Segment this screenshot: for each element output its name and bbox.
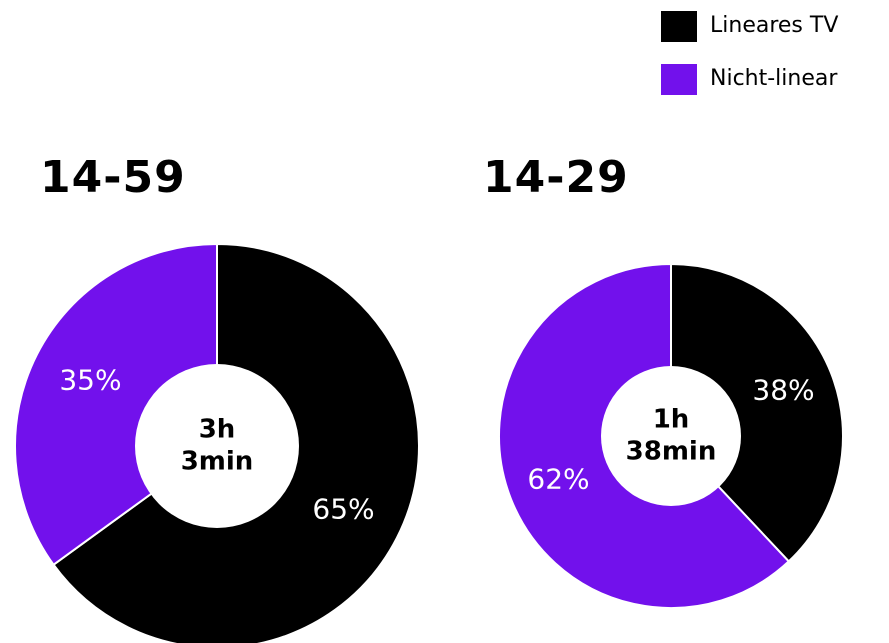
center-label: 3h xyxy=(199,415,236,445)
chart-title-14-29: 14-29 xyxy=(483,152,629,203)
chart-title-14-59: 14-59 xyxy=(40,152,186,203)
slice-label: 35% xyxy=(59,364,121,397)
slice-lineares-tv xyxy=(670,262,844,563)
slice-label: 38% xyxy=(752,373,814,406)
center-label: 38min xyxy=(626,437,717,467)
center-label: 3min xyxy=(181,447,254,477)
slice-label: 65% xyxy=(312,492,374,525)
legend-label-lineares-tv: Lineares TV xyxy=(710,13,839,38)
legend-swatch-nicht-linear xyxy=(661,64,697,95)
donut-hole xyxy=(135,364,299,528)
legend-label-nicht-linear: Nicht-linear xyxy=(710,66,838,91)
legend-swatch-lineares-tv xyxy=(661,11,697,42)
slice-nicht-linear xyxy=(14,242,218,567)
donut-hole xyxy=(601,366,741,506)
slice-label: 62% xyxy=(527,463,589,496)
center-label: 1h xyxy=(653,405,690,435)
